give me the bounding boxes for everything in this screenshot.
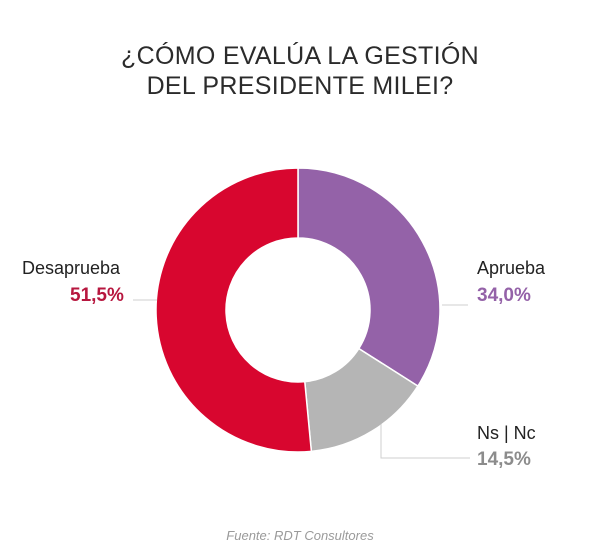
donut-slice-aprueba [297,167,441,388]
value-desaprueba: 51,5% [70,285,124,306]
donut-slice-desaprueba [155,167,313,453]
chart-title-line-1: ¿CÓMO EVALÚA LA GESTIÓN [121,42,479,70]
value-nsnc: 14,5% [477,449,531,470]
chart-title-line-2: DEL PRESIDENTE MILEI? [146,72,454,100]
source-note: Fuente: RDT Consultores [226,528,374,543]
label-desaprueba: Desaprueba [22,258,121,278]
value-aprueba: 34,0% [477,285,531,306]
leader-line-nsnc [380,424,470,459]
label-aprueba: Aprueba [477,258,546,278]
label-nsnc: Ns | Nc [477,423,536,443]
